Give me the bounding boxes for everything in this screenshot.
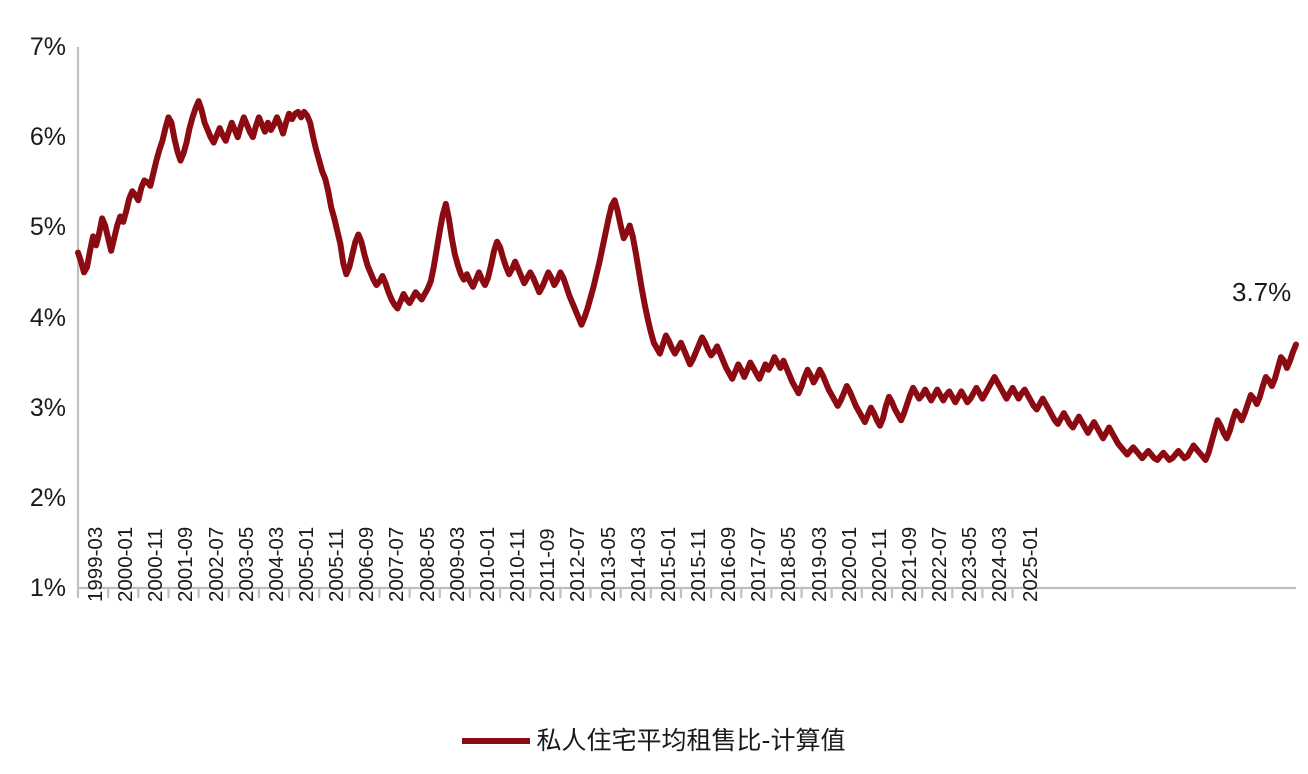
y-tick-label: 6% [29, 123, 66, 152]
end-value-annotation: 3.7% [1232, 276, 1292, 307]
x-tick-label: 2015-01 [656, 526, 680, 602]
x-tick-label: 2018-05 [777, 526, 801, 602]
chart-legend: 私人住宅平均租售比-计算值 [0, 728, 1308, 753]
x-tick-label: 2006-09 [355, 526, 379, 602]
x-tick-label: 2010-01 [475, 526, 499, 602]
x-tick-label: 2001-09 [174, 526, 198, 602]
x-tick-label: 1999-03 [84, 526, 107, 602]
x-tick-label: 2000-01 [114, 526, 138, 602]
x-tick-label: 2015-11 [686, 528, 710, 602]
x-tick-label: 2013-05 [596, 526, 620, 602]
x-tick-label: 2007-07 [385, 526, 409, 602]
x-tick-label: 2005-01 [295, 526, 319, 602]
x-tick-label: 2017-07 [747, 526, 771, 602]
y-tick-label: 2% [29, 483, 66, 512]
y-tick-label: 1% [29, 574, 66, 602]
x-tick-label: 2020-11 [867, 528, 891, 602]
x-tick-label: 2000-11 [144, 528, 168, 602]
x-tick-label: 2003-05 [234, 526, 258, 602]
x-tick-label: 2019-03 [807, 526, 831, 602]
x-tick-label: 2008-05 [415, 526, 439, 602]
y-tick-label: 5% [29, 213, 66, 242]
x-tick-label: 2009-03 [445, 526, 469, 602]
x-tick-label: 2011-09 [536, 528, 560, 602]
x-tick-label: 2020-01 [837, 526, 861, 602]
series-line-private-housing-rent-sale-ratio [75, 98, 1299, 463]
x-tick-label: 2004-03 [264, 526, 288, 602]
x-tick-label: 2024-03 [988, 526, 1012, 602]
legend-color-swatch [462, 737, 531, 744]
x-tick-label: 2012-07 [566, 526, 590, 602]
x-tick-label: 2016-09 [717, 526, 741, 602]
y-tick-label: 4% [29, 303, 66, 332]
legend-label: 私人住宅平均租售比-计算值 [536, 726, 846, 755]
x-tick-label: 2014-03 [626, 526, 650, 602]
x-tick-label: 2005-11 [325, 528, 349, 602]
x-tick-label: 2002-07 [204, 526, 228, 602]
x-axis-ticks [76, 588, 1014, 598]
x-tick-label: 2021-09 [898, 526, 921, 602]
y-tick-label: 3% [29, 393, 66, 422]
x-tick-label: 2010-11 [506, 528, 530, 602]
y-tick-label: 7% [29, 33, 66, 61]
x-tick-label: 2022-07 [928, 526, 952, 602]
x-tick-label: 2023-05 [958, 526, 982, 602]
x-tick-label: 2025-01 [1018, 526, 1042, 602]
axes [76, 47, 1296, 598]
